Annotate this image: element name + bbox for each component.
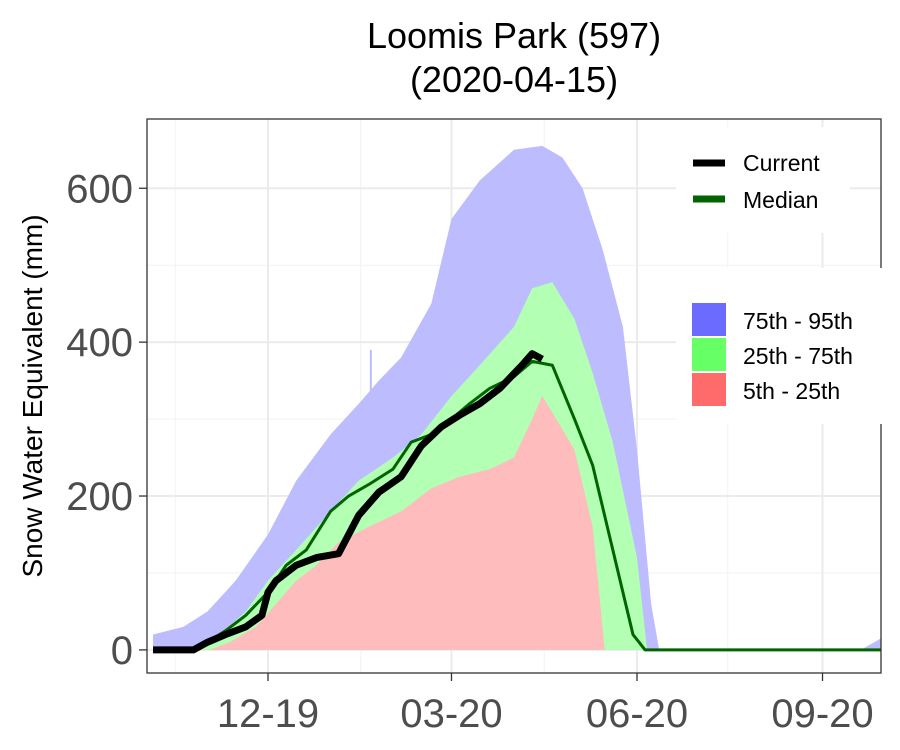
y-axis-label: Snow Water Equivalent (mm): [17, 214, 48, 577]
legend-band-p5-p25-label: 5th - 25th: [743, 378, 840, 404]
y-tick-label: 0: [111, 629, 133, 673]
y-tick-label: 600: [66, 167, 133, 211]
legend-band-p5-p25-key: [692, 373, 726, 406]
legend-lines: Current Median: [676, 127, 850, 233]
legend-current-label: Current: [743, 150, 820, 176]
x-tick-label: 06-20: [586, 692, 688, 736]
series-current-line: [153, 350, 544, 654]
legend-band-p75-p95-key: [692, 303, 726, 336]
x-tick-label: 12-19: [217, 692, 319, 736]
y-tick-label: 400: [66, 321, 133, 365]
axes: 0 200 400 600 12-19 03-20 06-20 09-20: [66, 167, 873, 736]
legend-band-p25-p75-key: [692, 338, 726, 371]
x-tick-label: 03-20: [400, 692, 502, 736]
legend-median-label: Median: [743, 187, 818, 213]
chart-title: Loomis Park (597): [367, 15, 661, 56]
chart-subtitle: (2020-04-15): [410, 59, 618, 100]
x-tick-label: 09-20: [771, 692, 873, 736]
y-tick-label: 200: [66, 475, 133, 519]
legend-lines-bg: [676, 127, 850, 233]
band-p5-p25: [209, 396, 605, 650]
legend-band-p75-p95-label: 75th - 95th: [743, 308, 853, 334]
legend-bands: 75th - 95th 25th - 75th 5th - 25th: [676, 268, 882, 424]
legend-band-p25-p75-label: 25th - 75th: [743, 343, 853, 369]
series-lines: [153, 350, 881, 654]
